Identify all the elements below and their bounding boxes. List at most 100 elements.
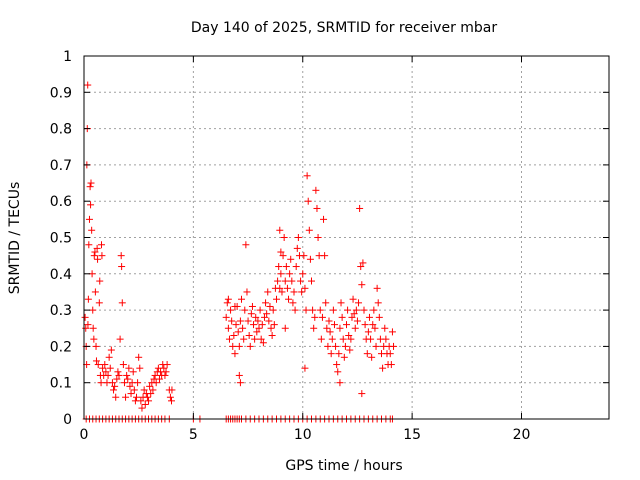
data-point bbox=[125, 364, 133, 372]
data-point bbox=[106, 364, 114, 372]
data-point bbox=[291, 306, 299, 314]
data-point bbox=[375, 313, 383, 321]
data-point bbox=[373, 284, 381, 292]
data-point bbox=[382, 335, 390, 343]
data-point bbox=[390, 342, 398, 350]
data-point bbox=[224, 324, 232, 332]
data-point bbox=[306, 255, 314, 263]
data-point bbox=[107, 346, 115, 354]
data-point bbox=[260, 313, 268, 321]
grid-lines bbox=[84, 56, 609, 419]
data-point bbox=[244, 317, 252, 325]
data-point bbox=[115, 371, 123, 379]
data-point bbox=[280, 234, 288, 241]
data-point bbox=[89, 306, 97, 314]
y-tick-label: 0.7 bbox=[50, 158, 72, 174]
data-point bbox=[311, 313, 319, 321]
data-point bbox=[325, 317, 333, 325]
data-points bbox=[81, 81, 398, 423]
data-point bbox=[312, 186, 320, 194]
data-point bbox=[118, 299, 126, 307]
data-point bbox=[335, 350, 343, 358]
data-point bbox=[123, 371, 131, 379]
data-point bbox=[240, 335, 248, 343]
data-point bbox=[387, 361, 395, 369]
data-point bbox=[117, 252, 125, 260]
data-point bbox=[224, 295, 232, 303]
data-point bbox=[147, 390, 155, 398]
data-point bbox=[84, 81, 92, 89]
data-point bbox=[300, 252, 308, 260]
data-point bbox=[283, 284, 291, 292]
data-point bbox=[146, 382, 154, 390]
data-point bbox=[120, 379, 128, 387]
data-point bbox=[294, 234, 302, 241]
data-point bbox=[386, 350, 394, 358]
x-tick-label: 10 bbox=[294, 427, 312, 443]
data-point bbox=[245, 332, 253, 340]
data-point bbox=[95, 299, 103, 307]
data-point bbox=[266, 302, 274, 310]
data-point bbox=[346, 346, 354, 354]
data-point bbox=[87, 201, 95, 209]
x-tick-label: 5 bbox=[189, 427, 198, 443]
data-point bbox=[94, 361, 102, 369]
data-point bbox=[105, 353, 113, 361]
data-point bbox=[236, 317, 244, 325]
data-point bbox=[259, 339, 267, 347]
data-point bbox=[270, 321, 278, 329]
data-point bbox=[133, 393, 140, 401]
x-tick-label: 0 bbox=[80, 427, 89, 443]
data-point bbox=[113, 375, 121, 383]
data-point bbox=[89, 324, 97, 332]
data-point bbox=[82, 324, 90, 332]
data-point bbox=[321, 252, 329, 260]
data-point bbox=[85, 215, 93, 223]
data-point bbox=[253, 328, 261, 336]
data-point bbox=[112, 393, 120, 401]
data-point bbox=[137, 397, 145, 405]
data-point bbox=[247, 310, 255, 318]
data-point bbox=[301, 364, 309, 372]
data-point bbox=[285, 295, 293, 303]
data-point bbox=[374, 299, 382, 307]
data-point bbox=[274, 277, 282, 285]
data-point bbox=[134, 379, 142, 387]
data-point bbox=[223, 299, 231, 307]
data-point bbox=[104, 371, 112, 379]
data-point bbox=[149, 386, 157, 394]
data-point bbox=[347, 335, 355, 343]
data-point bbox=[136, 364, 144, 372]
data-point bbox=[262, 299, 270, 307]
data-point bbox=[324, 342, 332, 350]
data-point bbox=[90, 335, 98, 343]
data-point bbox=[267, 324, 275, 332]
data-point bbox=[130, 386, 138, 394]
data-point bbox=[281, 324, 289, 332]
data-point bbox=[118, 263, 126, 271]
data-point bbox=[141, 400, 149, 408]
data-point bbox=[323, 324, 331, 332]
data-point bbox=[97, 379, 105, 387]
data-point bbox=[110, 386, 118, 394]
data-point bbox=[129, 368, 137, 376]
data-point bbox=[365, 313, 373, 321]
data-point bbox=[265, 317, 273, 325]
data-point bbox=[308, 277, 315, 285]
data-point bbox=[286, 270, 294, 278]
data-point bbox=[257, 335, 265, 343]
data-point bbox=[81, 313, 89, 321]
data-point bbox=[252, 313, 260, 321]
data-point bbox=[263, 310, 271, 318]
data-point bbox=[161, 371, 169, 379]
data-point bbox=[329, 306, 337, 314]
data-point bbox=[275, 263, 283, 271]
data-point bbox=[363, 350, 371, 358]
data-point bbox=[235, 342, 243, 350]
data-point bbox=[313, 204, 321, 212]
data-point bbox=[228, 317, 236, 325]
data-point bbox=[298, 288, 306, 296]
data-point bbox=[127, 390, 135, 398]
data-point bbox=[359, 259, 367, 267]
